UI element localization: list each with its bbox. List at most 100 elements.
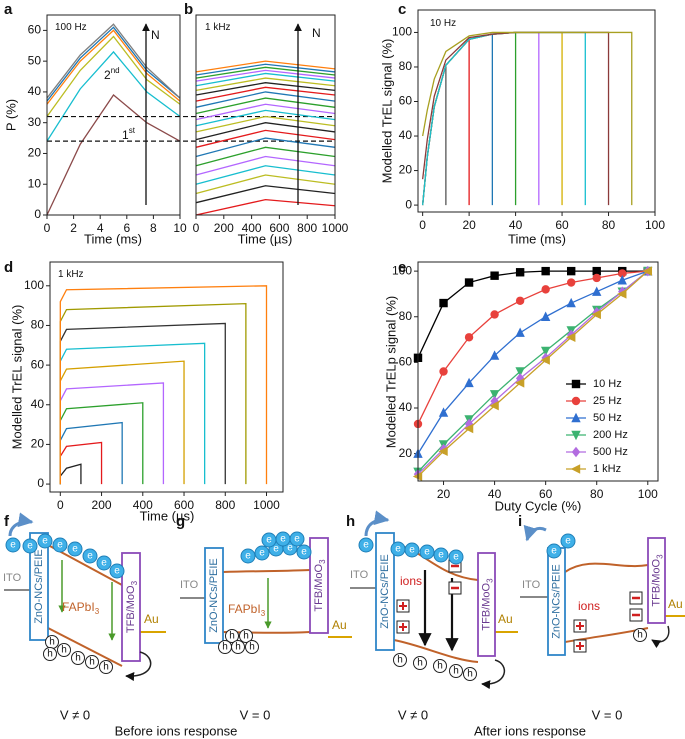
- hole-label: h: [75, 653, 81, 664]
- panel-label: c: [398, 1, 406, 18]
- marker: [464, 333, 474, 342]
- hole-label: h: [417, 658, 423, 669]
- marker: [541, 285, 550, 294]
- y-tick-label: 60: [399, 355, 413, 369]
- diagram-label: h: [346, 513, 355, 530]
- marker: [439, 298, 448, 308]
- series-line: [195, 115, 336, 133]
- cation-sign: [576, 622, 584, 630]
- x-tick-label: 800: [297, 221, 317, 235]
- legend-label: 200 Hz: [593, 429, 628, 441]
- series-line: [195, 103, 336, 121]
- hole: [225, 629, 239, 643]
- electron: [37, 533, 53, 549]
- hole-label: h: [222, 642, 228, 653]
- legend-label: 10 Hz: [593, 378, 622, 390]
- hole-label: h: [437, 661, 443, 672]
- band-edge: [393, 639, 479, 663]
- marker: [565, 332, 576, 342]
- marker: [618, 269, 627, 278]
- htl-layer: [647, 537, 666, 624]
- plot-frame: [49, 261, 284, 493]
- y-tick-label: 80: [399, 309, 413, 323]
- electron-label: e: [87, 551, 93, 562]
- series-line: [195, 165, 336, 185]
- diagram-label: f: [4, 513, 10, 530]
- htl-layer: [477, 552, 496, 657]
- annotation-main: 1 kHz: [58, 269, 84, 280]
- hole-label: h: [89, 657, 95, 668]
- perovskite-label-main: FAPbI: [62, 600, 95, 614]
- plot-frame: [46, 14, 181, 216]
- marker: [566, 297, 576, 308]
- y-tick-label: 100: [392, 263, 412, 277]
- annotation: 1 kHz: [58, 269, 84, 280]
- electron-label: e: [245, 551, 251, 562]
- electron: [109, 563, 125, 579]
- injection-arrow: [364, 510, 390, 537]
- voltage-label: V ≠ 0: [60, 707, 90, 722]
- y-tick-label: 0: [34, 207, 41, 221]
- htl-label: TFB/MoO3: [650, 554, 664, 607]
- htl-label-sub: 3: [656, 554, 665, 559]
- legend-marker: [571, 430, 581, 441]
- series-line: [46, 35, 181, 117]
- series-line: [46, 29, 181, 105]
- annotation-main: 2: [104, 68, 111, 82]
- y-tick-label: 20: [399, 163, 413, 177]
- hole: [413, 656, 427, 670]
- y-tick-label: 40: [399, 128, 413, 142]
- series-line: [195, 185, 336, 204]
- injection-arrow: [8, 512, 34, 537]
- series-line: [195, 137, 336, 158]
- band-edge: [47, 627, 123, 667]
- series-line: [59, 421, 123, 485]
- marker: [592, 286, 602, 296]
- htl-label: TFB/MoO3: [313, 559, 327, 612]
- y-tick-label: 50: [28, 53, 42, 67]
- electron: [289, 531, 305, 547]
- htl-label-sub: 3: [486, 578, 495, 583]
- legend-label: 25 Hz: [593, 395, 622, 407]
- hole: [463, 667, 477, 681]
- legend-label: 1 kHz: [593, 463, 621, 475]
- etl-label: ZnO-NCs/PEIE: [379, 554, 391, 629]
- electron-label: e: [114, 566, 120, 577]
- series-line: [417, 270, 648, 359]
- htl-label-main: TFB/MoO: [313, 563, 325, 611]
- series-line: [195, 155, 336, 176]
- marker: [515, 268, 525, 277]
- x-tick-label: 0: [44, 221, 51, 235]
- y-axis-label: Modelled TrELp signal (%): [383, 296, 398, 448]
- hole: [99, 660, 113, 674]
- y-tick-label: 60: [399, 94, 413, 108]
- marker: [438, 446, 448, 457]
- injection-arrow: [523, 524, 547, 542]
- x-tick-label: 10: [173, 221, 187, 235]
- legend-marker: [570, 464, 581, 474]
- x-tick-label: 4: [97, 221, 104, 235]
- x-tick-label: 600: [174, 498, 194, 512]
- series-line: [417, 270, 649, 454]
- x-tick-label: 200: [214, 221, 234, 235]
- x-tick-label: 600: [269, 221, 289, 235]
- x-tick-label: 2: [70, 221, 77, 235]
- series-line: [195, 109, 336, 127]
- cation-sign: [399, 602, 407, 610]
- htl-layer: [121, 552, 141, 662]
- series-line: [195, 69, 336, 82]
- electron: [358, 537, 374, 553]
- electron: [448, 549, 464, 565]
- series-line: [46, 94, 181, 216]
- hole-arrow: [125, 651, 152, 682]
- electron: [261, 532, 277, 548]
- panel-label: e: [398, 259, 406, 276]
- electron: [240, 548, 256, 564]
- ito-label: ITO: [180, 579, 199, 591]
- marker: [566, 266, 576, 276]
- htl-label-main: TFB/MoO: [125, 585, 137, 633]
- hole: [239, 629, 253, 643]
- electron: [560, 533, 576, 549]
- series-line: [417, 270, 648, 425]
